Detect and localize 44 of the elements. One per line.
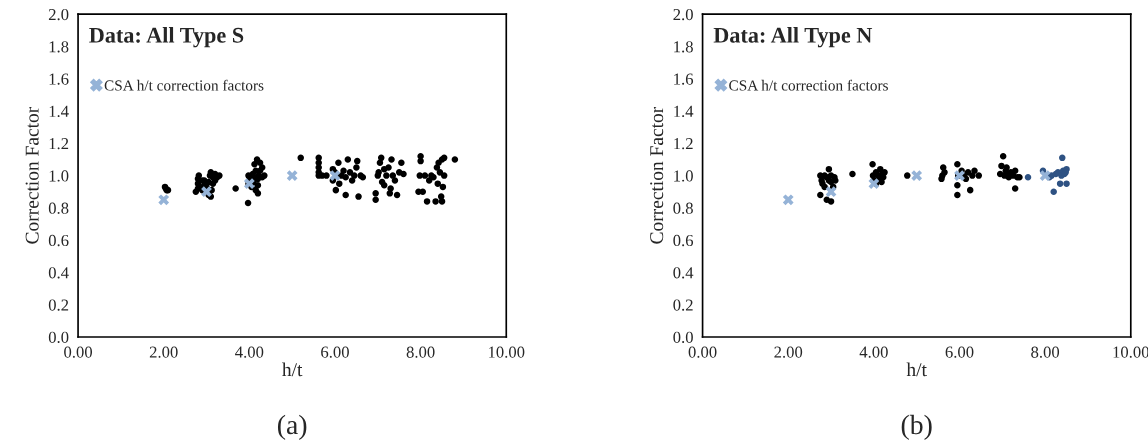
y-tick-label: 1.2: [49, 138, 69, 150]
y-tick-label: 1.4: [49, 105, 69, 118]
y-tick-label: 1.0: [674, 170, 693, 182]
x-tick-label: 6.00: [945, 346, 974, 358]
x-tick-label: 8.00: [1031, 346, 1060, 358]
text: Data: All Type N: [713, 27, 873, 48]
y-tick-label: 1.2: [674, 138, 693, 150]
x-tick-label: 10.00: [488, 346, 525, 358]
x-tick-label: 4.00: [859, 346, 888, 358]
x-axis-title: h/t: [282, 362, 303, 377]
y-tick-label: 0.0: [673, 331, 693, 344]
y-tick-label: 2.0: [673, 8, 693, 21]
x-tick-label: 4.00: [235, 346, 264, 358]
y-tick-label: 2.0: [48, 8, 69, 21]
y-tick-label: 1.8: [49, 41, 69, 53]
y-axis-title: Correction Factor: [25, 106, 39, 244]
y-tick-label: 0.6: [673, 234, 694, 247]
y-tick-label: 1.4: [674, 105, 694, 118]
x-tick-label: 10.00: [1113, 346, 1148, 358]
x-tick-label: 2.00: [774, 346, 803, 358]
legend-label: CSA h/t correction factors: [104, 79, 264, 91]
text: Data: All Type S: [89, 27, 244, 48]
y-tick-label: 1.6: [674, 73, 694, 85]
y-tick-label: 0.2: [48, 299, 69, 311]
x-tick-label: 2.00: [149, 346, 178, 358]
y-tick-label: 0.4: [48, 267, 69, 279]
y-tick-label: 1.8: [674, 41, 693, 53]
x-tick-label: 8.00: [406, 346, 435, 358]
y-tick-label: 0.2: [673, 299, 693, 311]
x-tick-label: 0.00: [64, 346, 93, 358]
y-tick-label: 0.4: [673, 267, 694, 279]
text: (a): [277, 414, 307, 440]
x-tick-label: 6.00: [321, 346, 349, 358]
text: (b): [901, 414, 932, 440]
y-tick-label: 0.8: [48, 202, 69, 214]
y-axis-title: Correction Factor: [650, 106, 664, 244]
y-tick-label: 0.0: [48, 331, 69, 344]
x-tick-label: 0.00: [688, 346, 717, 358]
y-tick-label: 1.0: [49, 170, 69, 182]
y-tick-label: 1.6: [49, 73, 69, 85]
y-tick-label: 0.6: [48, 234, 69, 247]
x-axis-title: h/t: [906, 362, 927, 377]
legend-label: CSA h/t correction factors: [729, 79, 888, 91]
y-tick-label: 0.8: [673, 202, 693, 214]
